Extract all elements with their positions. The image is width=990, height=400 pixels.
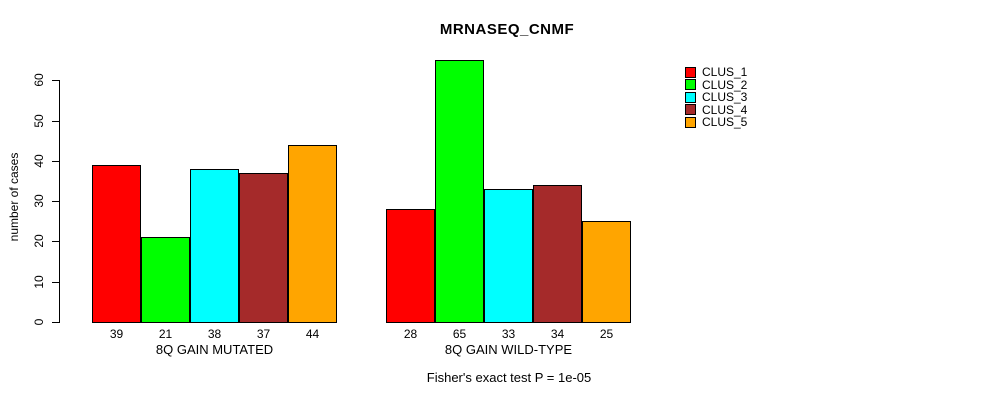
bar — [386, 209, 435, 323]
chart-title: MRNASEQ_CNMF — [439, 21, 575, 38]
y-tick-mark — [52, 80, 59, 81]
y-tick-mark — [52, 322, 59, 323]
y-tick-mark — [52, 161, 59, 162]
legend-label: CLUS_2 — [702, 77, 748, 92]
y-tick-mark — [52, 282, 59, 283]
legend-label: CLUS_3 — [702, 90, 748, 105]
bar — [92, 165, 141, 323]
bar-value-label: 28 — [403, 327, 418, 341]
legend-swatch — [685, 91, 696, 103]
y-tick-label: 30 — [32, 194, 46, 208]
legend-swatch — [685, 116, 696, 128]
bar — [582, 221, 631, 323]
legend-item: CLUS_2 — [685, 79, 747, 92]
legend: CLUS_1 CLUS_2 CLUS_3 CLUS_4 CLUS_5 — [685, 66, 747, 129]
group-label: 8Q GAIN WILD-TYPE — [444, 342, 573, 357]
legend-label: CLUS_5 — [702, 115, 748, 130]
bar-value-label: 44 — [305, 327, 320, 341]
bar-value-label: 39 — [109, 327, 124, 341]
legend-swatch — [685, 79, 696, 91]
bar-value-label: 65 — [452, 327, 467, 341]
bar-value-label: 37 — [256, 327, 271, 341]
group-label: 8Q GAIN MUTATED — [155, 342, 274, 357]
y-axis-title: number of cases — [7, 152, 21, 242]
legend-item: CLUS_4 — [685, 104, 747, 117]
legend-item: CLUS_3 — [685, 91, 747, 104]
bar — [533, 185, 582, 323]
bar — [190, 169, 239, 323]
legend-label: CLUS_1 — [702, 65, 748, 80]
y-tick-label: 10 — [32, 275, 46, 289]
y-axis-line — [59, 80, 60, 323]
y-tick-label: 50 — [32, 114, 46, 128]
y-tick-label: 60 — [32, 73, 46, 87]
legend-label: CLUS_4 — [702, 102, 748, 117]
bar-value-label: 38 — [207, 327, 222, 341]
bar-value-label: 33 — [501, 327, 516, 341]
bar — [288, 145, 337, 323]
y-tick-label: 40 — [32, 154, 46, 168]
y-tick-mark — [52, 121, 59, 122]
bar — [484, 189, 533, 323]
y-tick-label: 20 — [32, 234, 46, 248]
legend-swatch — [685, 66, 696, 78]
bar — [435, 60, 484, 323]
bar-value-label: 21 — [158, 327, 173, 341]
legend-item: CLUS_1 — [685, 66, 747, 79]
annotation-text: Fisher's exact test P = 1e-05 — [426, 370, 592, 385]
bar-value-label: 34 — [550, 327, 565, 341]
y-tick-label: 0 — [32, 318, 46, 326]
y-tick-mark — [52, 241, 59, 242]
y-tick-mark — [52, 201, 59, 202]
legend-swatch — [685, 104, 696, 116]
bar — [141, 237, 190, 323]
bar-value-label: 25 — [599, 327, 614, 341]
bar — [239, 173, 288, 323]
legend-item: CLUS_5 — [685, 116, 747, 129]
